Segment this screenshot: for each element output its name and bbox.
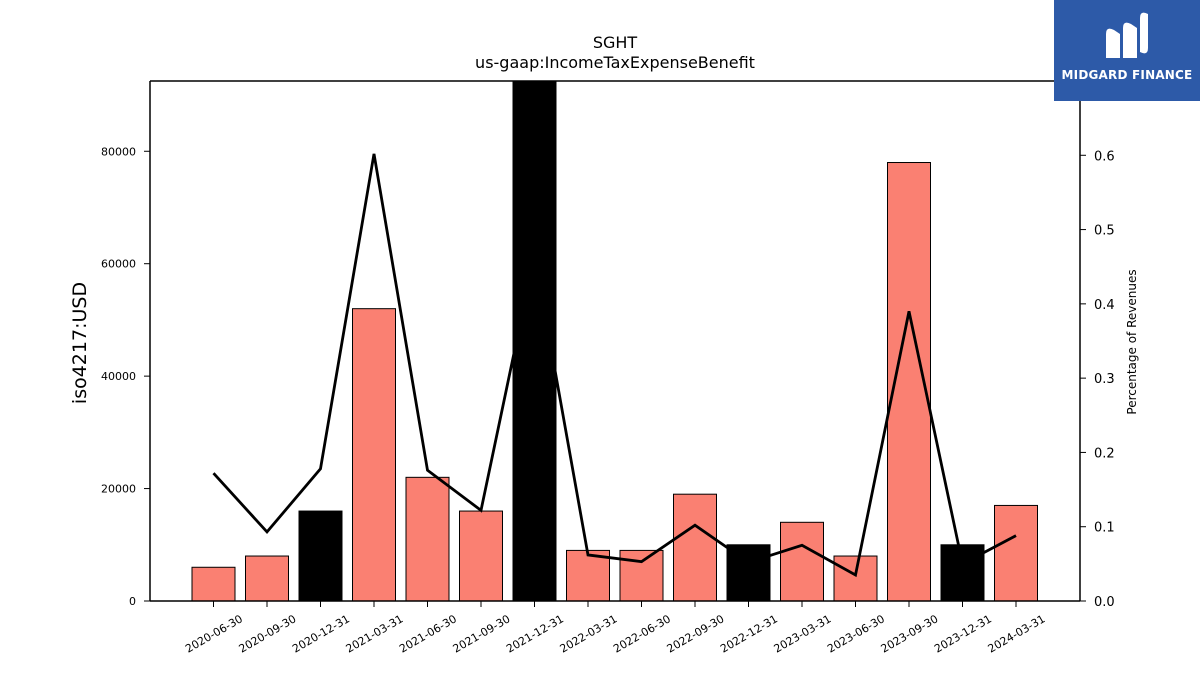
y-tick-label: 0	[129, 595, 136, 608]
y2-tick-label: 0.3	[1094, 372, 1115, 387]
x-tick-label: 2024-03-31	[986, 612, 1048, 655]
x-tick-label: 2020-12-31	[290, 612, 352, 655]
y-axis-label: iso4217:USD	[69, 282, 91, 404]
bar	[619, 549, 664, 602]
bar	[298, 510, 343, 602]
x-tick-label: 2022-03-31	[558, 612, 620, 655]
x-tick-label: 2022-09-30	[665, 612, 727, 655]
bar	[191, 566, 236, 602]
y-tick-label: 40000	[101, 370, 136, 383]
y2-tick-label: 0.4	[1094, 298, 1115, 313]
y-tick-label: 60000	[101, 258, 136, 271]
bar	[566, 549, 610, 602]
bar	[245, 555, 289, 602]
x-tick-label: 2023-06-30	[825, 612, 887, 655]
x-tick-label: 2023-03-31	[772, 612, 834, 655]
bar	[780, 521, 824, 602]
logo-text: MIDGARD FINANCE	[1061, 68, 1193, 82]
bar	[673, 493, 717, 602]
y2-axis-label: Percentage of Revenues	[1125, 269, 1139, 414]
percentage-line	[212, 153, 1017, 578]
y2-tick-label: 0.2	[1094, 446, 1115, 461]
y2-tick-label: 0.0	[1094, 595, 1115, 610]
bar	[994, 504, 1038, 602]
x-tick-label: 2021-09-30	[451, 612, 513, 655]
x-tick-label: 2023-09-30	[879, 612, 941, 655]
y2-tick-label: 0.5	[1094, 224, 1115, 239]
x-tick-label: 2021-06-30	[397, 612, 459, 655]
bar	[726, 544, 771, 602]
bar	[352, 308, 396, 602]
bar	[405, 476, 450, 602]
x-tick-label: 2021-12-31	[504, 612, 566, 655]
y2-tick-label: 0.6	[1094, 149, 1115, 164]
x-tick-label: 2023-12-31	[932, 612, 994, 655]
chart-title: SGHT	[593, 33, 638, 52]
chart-subtitle: us-gaap:IncomeTaxExpenseBenefit	[475, 53, 755, 72]
y-tick-label: 20000	[101, 483, 136, 496]
y-tick-label: 80000	[101, 145, 136, 158]
x-tick-label: 2022-12-31	[718, 612, 780, 655]
bar	[833, 555, 878, 602]
midgard-finance-logo: MIDGARD FINANCE	[1054, 0, 1200, 101]
x-tick-label: 2020-09-30	[237, 612, 299, 655]
x-tick-label: 2022-06-30	[611, 612, 673, 655]
x-tick-label: 2020-06-30	[183, 612, 245, 655]
bar	[940, 544, 985, 602]
y2-tick-label: 0.1	[1094, 521, 1115, 536]
midgard-logo-icon	[1106, 12, 1148, 59]
bar	[459, 510, 503, 602]
x-tick-label: 2021-03-31	[344, 612, 406, 655]
